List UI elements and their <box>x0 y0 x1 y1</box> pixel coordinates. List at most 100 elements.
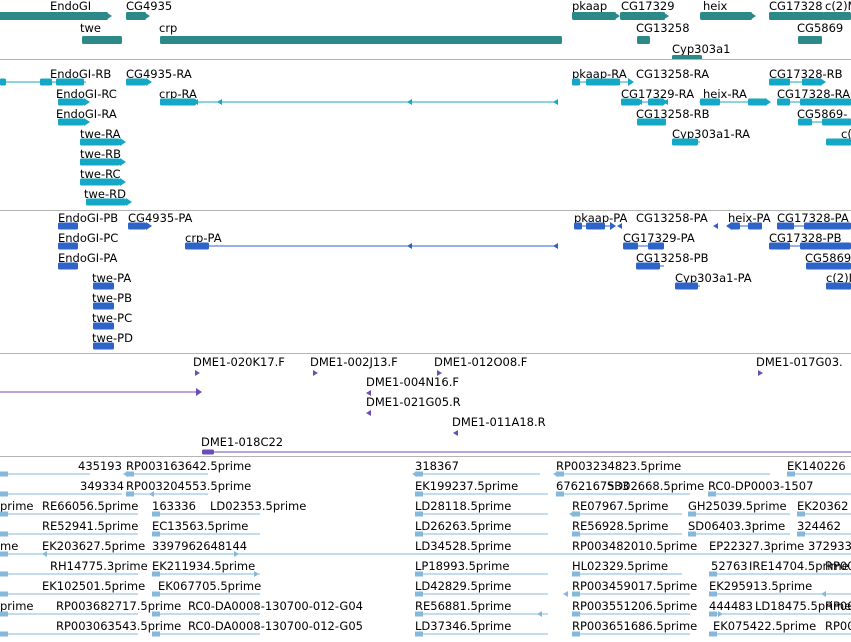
feature-label[interactable]: RP003163642.5prime <box>126 459 252 473</box>
protein-glyph[interactable] <box>631 261 669 271</box>
est-glyph[interactable] <box>152 611 260 617</box>
est-glyph[interactable] <box>797 511 851 517</box>
feature-label[interactable]: RP00 <box>825 559 851 573</box>
feature-label[interactable]: EndoGI-PB <box>58 211 119 225</box>
gene-glyph[interactable] <box>0 11 113 21</box>
feature-label[interactable]: RE52941.5prime <box>42 519 139 533</box>
est-glyph[interactable] <box>415 471 540 477</box>
est-glyph[interactable] <box>709 571 851 577</box>
feature-label[interactable]: RP00 <box>825 619 851 633</box>
feature-label[interactable]: twe-RC <box>80 167 121 181</box>
feature-label[interactable]: EP22327.3prime <box>709 539 805 553</box>
feature-label[interactable]: EndoGI-PC <box>58 231 119 245</box>
feature-label[interactable]: pkaap-PA <box>574 211 628 225</box>
feature-label[interactable]: heix-PA <box>728 211 771 225</box>
est-glyph[interactable] <box>797 531 851 537</box>
feature-label[interactable]: DME1-004N16.F <box>366 375 459 389</box>
feature-label[interactable]: EK211934.5prime <box>152 559 256 573</box>
feature-label[interactable]: RE66056.5prime <box>42 499 139 513</box>
feature-label[interactable]: twe-RA <box>80 127 121 141</box>
gene-glyph[interactable] <box>77 35 127 45</box>
feature-label[interactable]: twe-PD <box>92 331 133 345</box>
feature-label[interactable]: 435193 <box>78 459 122 473</box>
gene-glyph[interactable] <box>155 35 567 45</box>
feature-label[interactable]: DME1-018C22 <box>201 435 284 449</box>
transcript-glyph[interactable] <box>75 177 127 187</box>
feature-label[interactable]: RP003063543.5prime <box>56 619 182 633</box>
est-glyph[interactable] <box>415 611 548 617</box>
feature-label[interactable]: 52763 <box>711 559 748 573</box>
protein-glyph[interactable] <box>821 281 851 291</box>
protein-glyph[interactable] <box>772 221 851 231</box>
gene-glyph[interactable] <box>667 54 707 59</box>
est-glyph[interactable] <box>688 531 790 537</box>
feature-label[interactable]: SD06403.3prime <box>688 519 786 533</box>
transcript-glyph[interactable] <box>821 137 851 147</box>
est-glyph[interactable] <box>0 571 138 577</box>
feature-label[interactable]: DME1-021G05.R <box>366 395 461 409</box>
feature-label[interactable]: LD34528.5prime <box>415 539 512 553</box>
feature-label[interactable]: twe-PA <box>92 271 132 285</box>
protein-glyph[interactable] <box>569 221 617 231</box>
gene-glyph[interactable] <box>121 11 151 21</box>
feature-label[interactable]: Cyp303a1 <box>672 42 731 56</box>
feature-label[interactable]: crp-RA <box>159 87 197 101</box>
feature-label[interactable]: CG17328-RB <box>769 67 843 81</box>
est-glyph[interactable] <box>709 631 851 637</box>
protein-glyph[interactable] <box>53 261 83 271</box>
est-glyph[interactable] <box>787 471 851 477</box>
est-glyph[interactable] <box>415 491 548 497</box>
gene-glyph[interactable] <box>567 11 621 21</box>
feature-label[interactable]: CG13258-PB <box>636 251 709 265</box>
feature-label[interactable]: RC0-DA0008-130700-012-G04 <box>188 599 363 613</box>
feature-label[interactable]: LD26263.5prime <box>415 519 512 533</box>
feature-label[interactable]: crp <box>159 21 178 35</box>
est-glyph[interactable] <box>415 511 548 517</box>
est-glyph[interactable] <box>152 531 260 537</box>
protein-glyph[interactable] <box>764 241 851 251</box>
feature-label[interactable]: CG17329-PA <box>623 231 695 245</box>
feature-label[interactable]: LD28118.5prime <box>415 499 512 513</box>
est-glyph[interactable] <box>152 511 260 517</box>
est-glyph[interactable] <box>0 491 122 497</box>
feature-label[interactable]: 6762167533 <box>556 479 630 493</box>
feature-label[interactable]: DME1-012O08.F <box>434 355 528 369</box>
feature-label[interactable]: 444483 <box>709 599 753 613</box>
feature-label[interactable]: LP18993.5prime <box>415 559 510 573</box>
feature-label[interactable]: twe-RB <box>80 147 122 161</box>
feature-label[interactable]: DME1-020K17.F <box>193 355 285 369</box>
feature-label[interactable]: CG13258 <box>636 21 690 35</box>
feature-label[interactable]: LD18475.5prime <box>755 599 851 613</box>
feature-label[interactable]: heix <box>703 0 728 13</box>
est-glyph[interactable] <box>572 591 690 597</box>
feature-label[interactable]: CG13258-RB <box>636 107 710 121</box>
feature-label[interactable]: CG5869- <box>797 107 848 121</box>
feature-label[interactable]: EndoGI-RC <box>56 87 117 101</box>
est-glyph[interactable] <box>126 471 208 477</box>
feature-label[interactable]: EK140226 <box>787 459 846 473</box>
est-glyph[interactable] <box>415 631 548 637</box>
feature-label[interactable]: RC0-DP0003-1507 <box>708 479 814 493</box>
est-glyph[interactable] <box>572 511 682 517</box>
est-glyph[interactable] <box>0 471 90 477</box>
transcript-glyph[interactable] <box>53 97 91 107</box>
transcript-glyph[interactable] <box>155 97 561 107</box>
feature-label[interactable]: RP003682717.5prime <box>56 599 182 613</box>
feature-label[interactable]: RE56881.5prime <box>415 599 512 613</box>
est-glyph[interactable] <box>152 631 260 637</box>
est-glyph[interactable] <box>415 591 548 597</box>
feature-label[interactable]: 318367 <box>415 459 459 473</box>
feature-label[interactable]: CG13258-RA <box>636 67 710 81</box>
protein-track[interactable]: EndoGI-PB EndoGI-PC EndoGI-PA twe-PA twe-PB t… <box>0 211 851 353</box>
feature-label[interactable]: c(2)M <box>826 271 851 285</box>
feature-label[interactable]: CG5869 <box>805 251 851 265</box>
feature-label[interactable]: EndoGI <box>50 0 92 13</box>
est-glyph[interactable] <box>0 611 138 617</box>
transcript-glyph[interactable] <box>793 117 851 127</box>
feature-label[interactable]: c(2)M <box>825 0 851 13</box>
feature-label[interactable]: EndoGI-RA <box>56 107 117 121</box>
est-glyph[interactable] <box>415 571 548 577</box>
est-glyph[interactable] <box>0 511 138 517</box>
feature-label[interactable]: CG13258-PA <box>636 211 708 225</box>
